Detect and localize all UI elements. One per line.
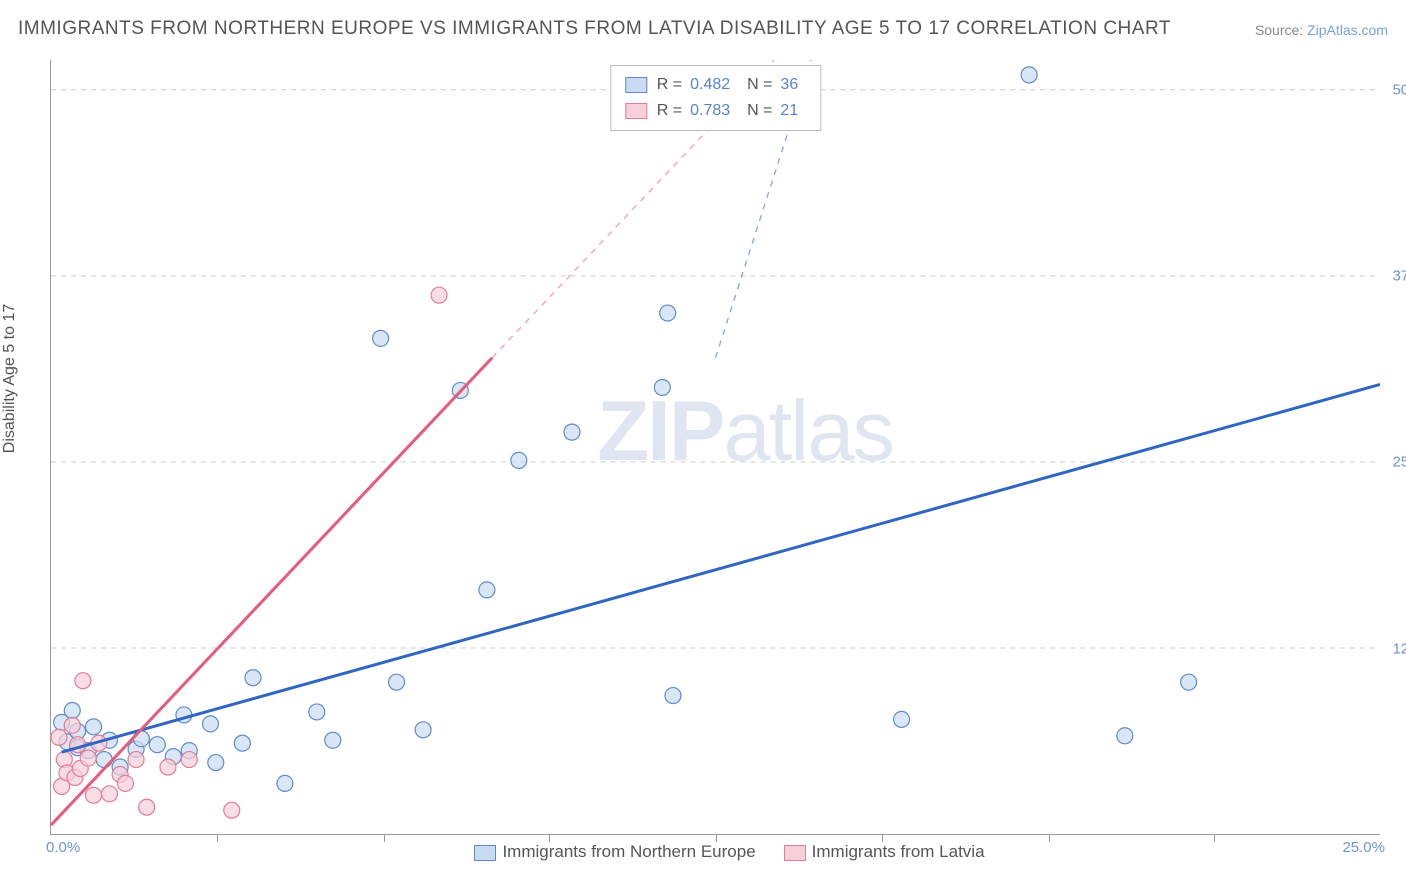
regression-line <box>62 384 1380 752</box>
legend-series-label: Immigrants from Latvia <box>812 842 985 861</box>
legend-r-value: 0.783 <box>690 102 730 119</box>
data-point <box>80 750 96 766</box>
data-point <box>224 802 240 818</box>
data-point <box>202 716 218 732</box>
data-point <box>654 379 670 395</box>
data-point <box>894 711 910 727</box>
y-axis-label: Disability Age 5 to 17 <box>1 304 19 453</box>
source-link[interactable]: ZipAtlas.com <box>1307 22 1388 38</box>
chart-container: IMMIGRANTS FROM NORTHERN EUROPE VS IMMIG… <box>0 0 1406 892</box>
data-point <box>139 799 155 815</box>
x-minor-tick <box>384 834 385 842</box>
legend-row: R = 0.482 N = 36 <box>625 72 806 98</box>
data-point <box>128 752 144 768</box>
x-minor-tick <box>1214 834 1215 842</box>
data-point <box>64 702 80 718</box>
x-minor-tick <box>716 834 717 842</box>
y-tick-label: 12.5% <box>1392 640 1406 657</box>
source-attribution: Source: ZipAtlas.com <box>1255 22 1388 38</box>
legend-swatch <box>784 845 806 861</box>
data-point <box>660 305 676 321</box>
data-point <box>86 719 102 735</box>
data-point <box>181 752 197 768</box>
data-point <box>389 674 405 690</box>
data-point <box>665 688 681 704</box>
legend-n-label: N = <box>747 76 772 93</box>
data-point <box>86 787 102 803</box>
correlation-legend: R = 0.482 N = 36 R = 0.783 N = 21 <box>610 65 821 131</box>
x-minor-tick <box>217 834 218 842</box>
data-point <box>415 722 431 738</box>
data-point <box>431 287 447 303</box>
data-point <box>51 729 67 745</box>
data-point <box>325 732 341 748</box>
x-minor-tick <box>882 834 883 842</box>
series-legend: Immigrants from Northern Europe Immigrant… <box>51 842 1380 862</box>
data-point <box>75 673 91 689</box>
legend-row: R = 0.783 N = 21 <box>625 98 806 124</box>
data-point <box>1021 67 1037 83</box>
data-point <box>234 735 250 751</box>
x-minor-tick <box>549 834 550 842</box>
y-tick-label: 37.5% <box>1392 268 1406 285</box>
legend-r-label: R = <box>657 102 682 119</box>
legend-swatch <box>474 845 496 861</box>
chart-svg <box>51 60 1380 834</box>
data-point <box>245 670 261 686</box>
data-point <box>117 775 133 791</box>
data-point <box>479 582 495 598</box>
chart-title: IMMIGRANTS FROM NORTHERN EUROPE VS IMMIG… <box>18 18 1171 40</box>
legend-swatch <box>625 103 647 119</box>
data-point <box>564 424 580 440</box>
legend-n-value: 36 <box>780 76 798 93</box>
y-tick-label: 25.0% <box>1392 454 1406 471</box>
regression-line <box>51 358 492 825</box>
data-point <box>373 330 389 346</box>
x-minor-tick <box>1049 834 1050 842</box>
data-point <box>208 755 224 771</box>
legend-r-label: R = <box>657 76 682 93</box>
data-point <box>511 452 527 468</box>
data-point <box>1181 674 1197 690</box>
data-point <box>101 786 117 802</box>
plot-area: ZIPatlas 12.5%25.0%37.5%50.0% 0.0% 25.0%… <box>50 60 1380 835</box>
data-point <box>309 704 325 720</box>
data-point <box>277 775 293 791</box>
data-point <box>64 717 80 733</box>
legend-n-label: N = <box>747 102 772 119</box>
y-tick-label: 50.0% <box>1392 81 1406 98</box>
data-point <box>160 759 176 775</box>
legend-series-label: Immigrants from Northern Europe <box>502 842 755 861</box>
source-prefix: Source: <box>1255 22 1307 38</box>
data-point <box>1117 728 1133 744</box>
legend-n-value: 21 <box>780 102 798 119</box>
data-point <box>149 737 165 753</box>
legend-swatch <box>625 77 647 93</box>
legend-r-value: 0.482 <box>690 76 730 93</box>
data-point <box>96 752 112 768</box>
